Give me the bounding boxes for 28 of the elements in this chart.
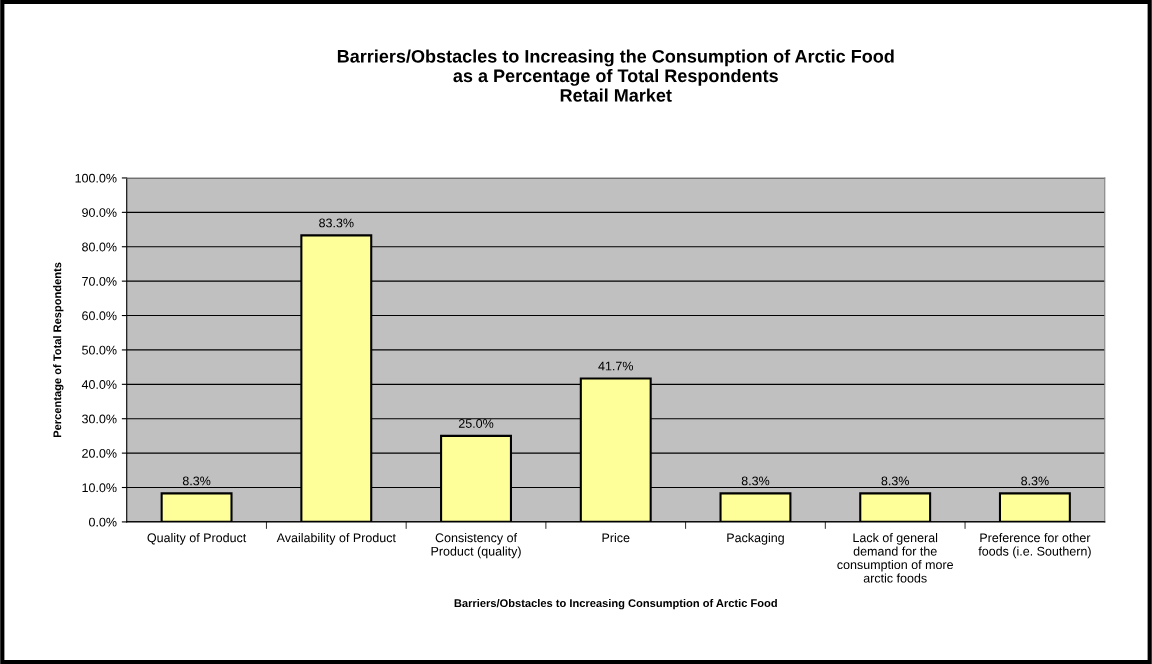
- data-label: 8.3%: [741, 476, 770, 486]
- x-tick-label: Price: [602, 533, 630, 543]
- y-tick-label: 30.0%: [82, 414, 117, 424]
- x-tick-label: Preference for other foods (i.e. Southern): [978, 533, 1091, 559]
- y-tick-label: 70.0%: [82, 276, 117, 286]
- y-tick-label: 20.0%: [82, 448, 117, 458]
- x-tick-label: Availability of Product: [276, 533, 396, 545]
- y-tick-label: 50.0%: [82, 345, 117, 355]
- y-tick-label: 40.0%: [81, 380, 117, 389]
- x-tick-label: Consistency of Product (quality): [431, 533, 521, 559]
- data-label: 83.3%: [319, 218, 354, 228]
- x-tick-label: Lack of general demand for the consumption of more arctic foods: [837, 533, 953, 583]
- y-tick-label: 90.0%: [82, 208, 117, 217]
- y-tick-label: 100.0%: [75, 173, 117, 183]
- data-label: 8.3%: [1021, 476, 1049, 486]
- chart-title: Barriers/Obstacles to Increasing the Consumption of Arctic Food as a Percentage of Total Respondents Retail Market: [337, 49, 894, 102]
- y-tick-label: 60.0%: [82, 311, 117, 321]
- data-label: 41.7%: [598, 361, 634, 371]
- data-label: 8.3%: [182, 476, 211, 486]
- x-tick-label: Quality of Product: [147, 533, 247, 545]
- y-tick-label: 0.0%: [89, 517, 117, 527]
- data-label: 25.0%: [458, 419, 494, 428]
- data-label: 8.3%: [881, 476, 909, 486]
- y-axis-title: Percentage of Total Respondents: [53, 262, 64, 438]
- x-axis-title: Barriers/Obstacles to Increasing Consumption of Arctic Food: [454, 598, 777, 610]
- y-tick-label: 80.0%: [82, 242, 117, 252]
- y-tick-label: 10.0%: [82, 483, 117, 493]
- x-tick-label: Packaging: [727, 533, 784, 545]
